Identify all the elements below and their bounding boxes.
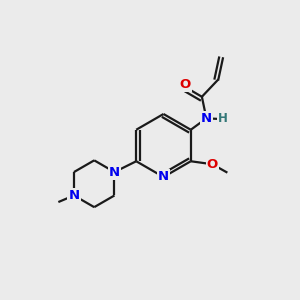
Text: N: N (109, 166, 120, 178)
Text: N: N (201, 112, 212, 125)
Text: N: N (68, 189, 80, 202)
Text: O: O (179, 78, 191, 91)
Text: N: N (158, 170, 169, 184)
Text: O: O (207, 158, 218, 171)
Text: H: H (218, 112, 227, 125)
